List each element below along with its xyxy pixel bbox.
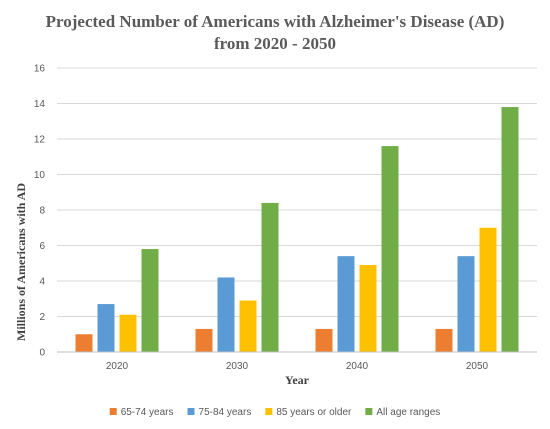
- bar-85-years-or-older-2050: [479, 227, 497, 352]
- x-tick-label: 2050: [466, 361, 489, 372]
- x-tick-label: 2040: [346, 361, 369, 372]
- chart-subtitle: from 2020 - 2050: [214, 34, 336, 53]
- bar-85-years-or-older-2040: [359, 265, 377, 352]
- bar-all-age-ranges-2020: [141, 249, 159, 352]
- legend-item: 65-74 years: [109, 407, 174, 418]
- legend-item: 85 years or older: [265, 407, 352, 418]
- bar-85-years-or-older-2030: [239, 300, 257, 352]
- bar-all-age-ranges-2030: [261, 202, 279, 352]
- legend: 65-74 years 75-84 years 85 years or older A…: [109, 407, 440, 418]
- x-axis-title: Year: [285, 373, 310, 387]
- y-tick-label: 0: [39, 348, 45, 359]
- bar-65-74-years-2020: [75, 334, 93, 352]
- y-axis-title: Millions of Americans with AD: [14, 183, 28, 341]
- y-tick-label: 4: [39, 277, 45, 288]
- legend-label: All age ranges: [376, 407, 440, 418]
- bar-all-age-ranges-2050: [501, 107, 519, 352]
- x-tick-label: 2030: [226, 361, 249, 372]
- x-axis-ticks: 2020 2030 2040 2050: [106, 361, 489, 372]
- bars: [75, 107, 519, 352]
- bar-75-84-years-2050: [457, 256, 475, 352]
- legend-item: All age ranges: [365, 407, 440, 418]
- y-tick-label: 16: [34, 64, 46, 75]
- y-axis-ticks: 0 2 4 6 8 10 12 14 16: [34, 64, 46, 359]
- legend-label: 65-74 years: [121, 407, 174, 418]
- legend-swatch: [109, 408, 117, 415]
- legend-swatch: [265, 408, 273, 415]
- bar-65-74-years-2040: [315, 328, 333, 352]
- legend-swatch: [365, 408, 373, 415]
- bar-75-84-years-2040: [337, 256, 355, 352]
- y-tick-label: 12: [34, 135, 46, 146]
- legend-label: 75-84 years: [199, 407, 252, 418]
- bar-75-84-years-2020: [97, 304, 115, 352]
- legend-swatch: [187, 408, 195, 415]
- bar-65-74-years-2030: [195, 328, 213, 352]
- y-tick-label: 2: [39, 312, 45, 323]
- y-tick-label: 8: [39, 206, 45, 217]
- bar-85-years-or-older-2020: [119, 314, 137, 352]
- bar-65-74-years-2050: [435, 328, 453, 352]
- legend-item: 75-84 years: [187, 407, 252, 418]
- bar-all-age-ranges-2040: [381, 146, 399, 352]
- y-tick-label: 6: [39, 241, 45, 252]
- y-tick-label: 14: [34, 99, 46, 110]
- y-tick-label: 10: [34, 170, 46, 181]
- bar-75-84-years-2030: [217, 277, 235, 352]
- x-tick-label: 2020: [106, 361, 129, 372]
- gridlines: [57, 67, 537, 317]
- chart-title: Projected Number of Americans with Alzhe…: [46, 12, 505, 31]
- legend-label: 85 years or older: [276, 407, 352, 418]
